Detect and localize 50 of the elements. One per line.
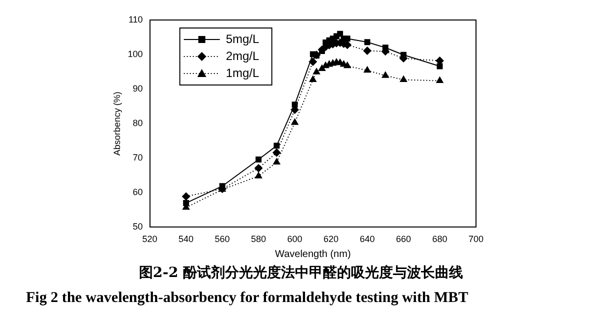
x-tick-label: 700: [468, 234, 484, 244]
point: [363, 46, 372, 55]
point: [400, 52, 406, 58]
x-axis-title: Wavelength (nm): [275, 248, 351, 260]
point: [313, 68, 320, 74]
point: [272, 148, 281, 157]
point: [256, 156, 262, 162]
x-tick-label: 680: [432, 234, 448, 244]
x-tick-label: 600: [287, 234, 302, 244]
point: [255, 172, 262, 178]
text: 图2-2 酚试剂分光光度法中甲醛的吸光度与波长曲线: [138, 264, 464, 282]
point: [273, 158, 280, 165]
point: [400, 76, 408, 82]
x-tick-label: 640: [360, 234, 375, 244]
x-tick-label: 520: [142, 234, 158, 244]
point: [382, 44, 388, 51]
x-tick-label: 560: [214, 234, 230, 244]
point: [182, 192, 190, 200]
point: [344, 62, 351, 68]
point: [337, 30, 344, 37]
x-tick-label: 660: [396, 234, 412, 244]
point: [364, 66, 371, 73]
legend-label: 2mg/L: [226, 48, 260, 63]
text: Fig 2 the wavelength-absorbency for formaldehyde testing with MBT: [25, 290, 470, 307]
point: [382, 72, 389, 78]
y-tick-label: 90: [132, 84, 143, 94]
y-tick-label: 60: [132, 187, 143, 198]
y-tick-label: 50: [132, 222, 143, 232]
point: [436, 76, 444, 84]
point: [318, 48, 325, 54]
y-tick-label: 70: [132, 152, 143, 163]
point: [309, 76, 316, 82]
point: [344, 36, 350, 42]
y-axis-title: Absorbency (%): [112, 92, 122, 156]
y-tick-label: 80: [132, 118, 143, 128]
point: [364, 39, 370, 46]
point: [183, 200, 190, 206]
point: [292, 102, 298, 108]
point: [318, 64, 326, 71]
legend-label: 5mg/L: [226, 32, 260, 46]
x-tick-label: 620: [324, 234, 339, 244]
x-tick-label: 580: [251, 234, 266, 244]
point: [291, 118, 298, 125]
y-tick-label: 110: [128, 14, 143, 24]
point: [274, 142, 280, 149]
legend-label: 1mg/L: [226, 66, 260, 80]
point: [308, 58, 317, 66]
y-tick-label: 100: [128, 49, 143, 60]
point: [254, 164, 263, 172]
x-tick-label: 540: [178, 234, 194, 244]
